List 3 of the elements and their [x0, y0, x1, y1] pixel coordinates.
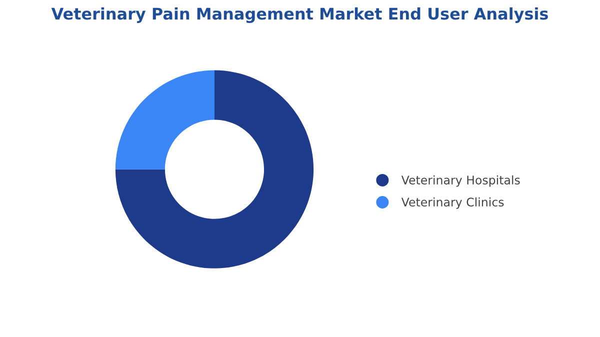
legend-label: Veterinary Hospitals	[401, 175, 520, 187]
chart-title: Veterinary Pain Management Market End User Analysis	[51, 7, 548, 23]
legend-label: Veterinary Clinics	[401, 197, 504, 209]
